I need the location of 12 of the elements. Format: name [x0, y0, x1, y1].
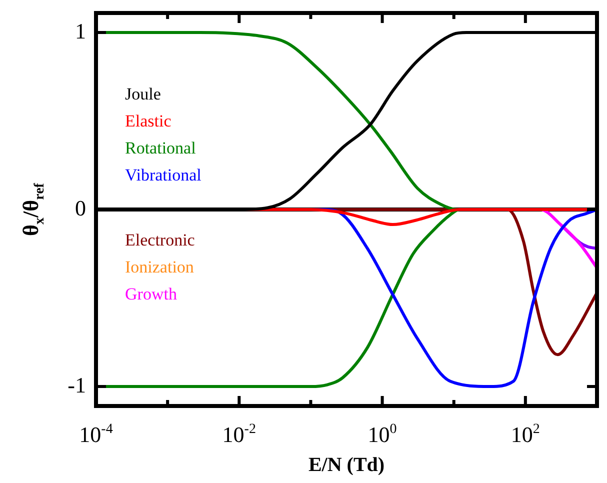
text: Growth	[125, 284, 178, 304]
x-axis-title: E/N (Td)	[308, 454, 385, 476]
y-tick-label: 1	[75, 18, 86, 44]
series-label: Electronic	[125, 230, 196, 250]
text: Elastic	[125, 111, 172, 130]
y-tick-label: -1	[68, 372, 86, 398]
text: Rotational	[125, 138, 196, 158]
series-label: Vibrational	[125, 165, 202, 184]
legend-label: Ionization	[125, 257, 194, 276]
y-tick-label: 0	[75, 195, 86, 220]
y-axis-title: θx/θref	[18, 182, 48, 236]
text: Joule	[125, 84, 161, 104]
